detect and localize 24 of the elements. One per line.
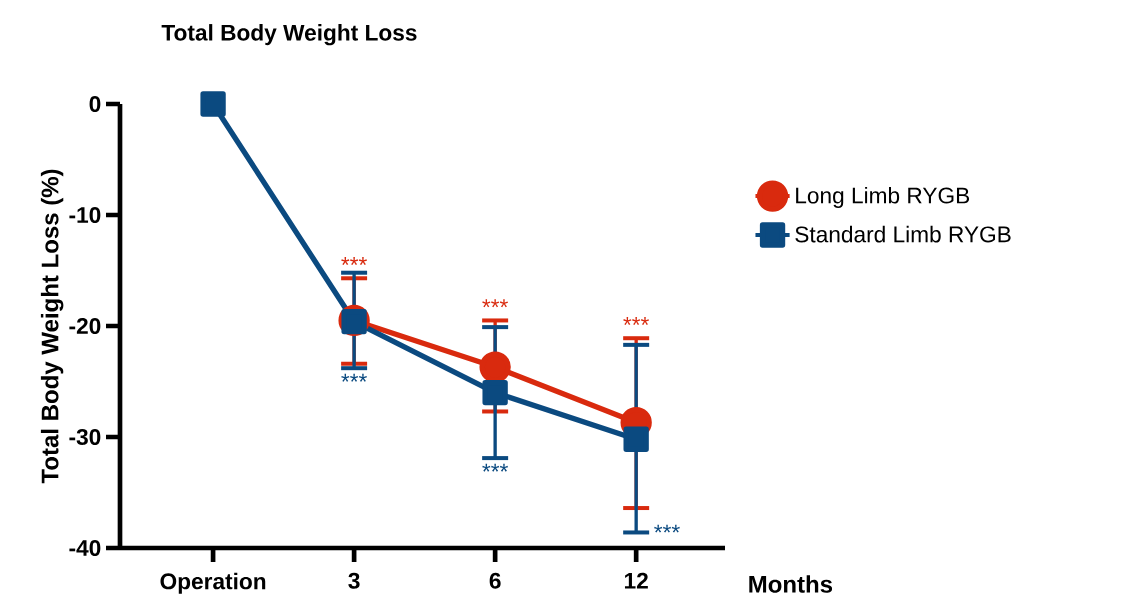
point — [200, 91, 226, 117]
chart-title: Total Body Weight Loss — [161, 24, 417, 46]
y-tick-label: -10 — [69, 206, 101, 224]
annotation: *** — [482, 299, 509, 308]
legend-label: Standard Limb RYGB — [795, 225, 1011, 243]
y-axis-title: Total Body Weight Loss (%) — [40, 169, 64, 484]
y-tick-label: -40 — [69, 539, 101, 557]
x-tick-label: Operation — [160, 572, 266, 594]
x-tick-label: 6 — [489, 572, 501, 589]
legend-label: Long Limb RYGB — [796, 186, 970, 209]
x-axis-title: Months — [749, 575, 833, 593]
annotation: *** — [654, 524, 680, 533]
y-tick-label: -30 — [69, 428, 101, 446]
x-tick-label: 12 — [624, 572, 648, 589]
point — [623, 426, 649, 452]
x-tick-label: 3 — [348, 572, 360, 589]
annotation: *** — [341, 257, 367, 266]
point — [479, 351, 511, 383]
annotation: *** — [482, 463, 509, 472]
annotation: *** — [623, 317, 650, 325]
annotation: *** — [341, 373, 367, 382]
y-tick-label: -20 — [69, 317, 101, 335]
point — [482, 379, 508, 406]
y-tick-label: 0 — [89, 95, 101, 113]
